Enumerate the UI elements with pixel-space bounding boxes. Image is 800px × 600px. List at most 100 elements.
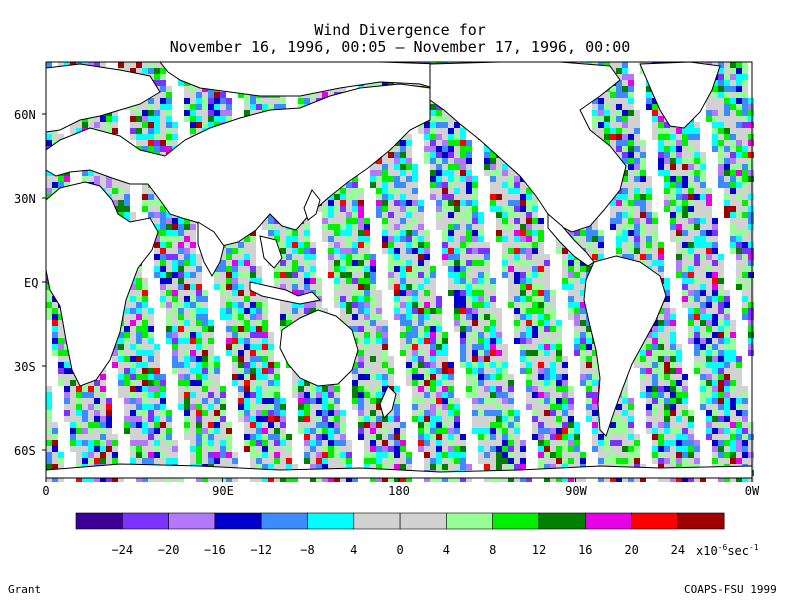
divergence-cell bbox=[400, 218, 406, 224]
divergence-cell bbox=[310, 278, 316, 284]
divergence-cell bbox=[364, 272, 370, 278]
divergence-cell bbox=[688, 146, 694, 152]
divergence-cell bbox=[436, 218, 442, 224]
divergence-cell bbox=[676, 356, 682, 362]
divergence-cell bbox=[658, 242, 664, 248]
divergence-cell bbox=[718, 110, 724, 116]
divergence-cell bbox=[676, 242, 682, 248]
divergence-cell bbox=[406, 164, 412, 170]
divergence-cell bbox=[250, 290, 256, 296]
divergence-cell bbox=[178, 332, 184, 338]
divergence-cell bbox=[484, 152, 490, 158]
divergence-cell bbox=[496, 308, 502, 314]
divergence-cell bbox=[736, 194, 742, 200]
divergence-cell bbox=[382, 158, 388, 164]
divergence-cell bbox=[466, 200, 472, 206]
divergence-cell bbox=[202, 356, 208, 362]
divergence-cell bbox=[190, 110, 196, 116]
divergence-cell bbox=[178, 260, 184, 266]
divergence-cell bbox=[274, 272, 280, 278]
divergence-cell bbox=[190, 368, 196, 374]
divergence-cell bbox=[142, 320, 148, 326]
divergence-cell bbox=[322, 308, 328, 314]
divergence-cell bbox=[196, 350, 202, 356]
divergence-cell bbox=[124, 374, 130, 380]
divergence-cell bbox=[166, 236, 172, 242]
divergence-cell bbox=[442, 122, 448, 128]
divergence-cell bbox=[412, 368, 418, 374]
divergence-cell bbox=[688, 224, 694, 230]
divergence-cell bbox=[220, 290, 226, 296]
divergence-cell bbox=[106, 128, 112, 134]
divergence-cell bbox=[610, 122, 616, 128]
divergence-cell bbox=[226, 308, 232, 314]
divergence-cell bbox=[568, 284, 574, 290]
divergence-cell bbox=[142, 110, 148, 116]
divergence-cell bbox=[556, 362, 562, 368]
divergence-cell bbox=[280, 104, 286, 110]
divergence-cell bbox=[742, 230, 748, 236]
divergence-cell bbox=[142, 350, 148, 356]
divergence-cell bbox=[736, 164, 742, 170]
divergence-cell bbox=[184, 86, 190, 92]
divergence-cell bbox=[460, 242, 466, 248]
divergence-cell bbox=[340, 188, 346, 194]
divergence-cell bbox=[496, 170, 502, 176]
divergence-cell bbox=[358, 350, 364, 356]
divergence-cell bbox=[196, 374, 202, 380]
divergence-cell bbox=[616, 62, 622, 68]
divergence-cell bbox=[532, 212, 538, 218]
divergence-cell bbox=[142, 338, 148, 344]
divergence-cell bbox=[634, 140, 640, 146]
divergence-cell bbox=[472, 290, 478, 296]
divergence-cell bbox=[664, 368, 670, 374]
divergence-cell bbox=[484, 260, 490, 266]
divergence-cell bbox=[538, 326, 544, 332]
divergence-cell bbox=[682, 176, 688, 182]
divergence-cell bbox=[418, 374, 424, 380]
divergence-cell bbox=[736, 182, 742, 188]
divergence-cell bbox=[598, 122, 604, 128]
divergence-cell bbox=[568, 308, 574, 314]
divergence-cell bbox=[628, 182, 634, 188]
divergence-cell bbox=[412, 362, 418, 368]
divergence-cell bbox=[460, 158, 466, 164]
divergence-cell bbox=[712, 314, 718, 320]
divergence-cell bbox=[412, 338, 418, 344]
divergence-cell bbox=[706, 272, 712, 278]
divergence-cell bbox=[376, 326, 382, 332]
divergence-cell bbox=[664, 200, 670, 206]
divergence-cell bbox=[154, 368, 160, 374]
divergence-cell bbox=[688, 302, 694, 308]
divergence-cell bbox=[520, 290, 526, 296]
divergence-cell bbox=[478, 356, 484, 362]
divergence-cell bbox=[280, 230, 286, 236]
divergence-cell bbox=[430, 146, 436, 152]
divergence-cell bbox=[118, 338, 124, 344]
divergence-cell bbox=[418, 266, 424, 272]
divergence-cell bbox=[664, 152, 670, 158]
divergence-cell bbox=[646, 368, 652, 374]
divergence-cell bbox=[328, 260, 334, 266]
divergence-cell bbox=[424, 296, 430, 302]
divergence-cell bbox=[628, 128, 634, 134]
divergence-cell bbox=[520, 200, 526, 206]
divergence-cell bbox=[442, 356, 448, 362]
divergence-cell bbox=[682, 302, 688, 308]
divergence-cell bbox=[178, 290, 184, 296]
divergence-cell bbox=[364, 338, 370, 344]
divergence-cell bbox=[676, 188, 682, 194]
divergence-cell bbox=[148, 350, 154, 356]
divergence-cell bbox=[724, 140, 730, 146]
divergence-cell bbox=[478, 230, 484, 236]
divergence-cell bbox=[202, 368, 208, 374]
divergence-cell bbox=[178, 350, 184, 356]
divergence-cell bbox=[430, 188, 436, 194]
divergence-cell bbox=[358, 320, 364, 326]
divergence-cell bbox=[454, 320, 460, 326]
divergence-cell bbox=[490, 176, 496, 182]
divergence-cell bbox=[490, 284, 496, 290]
divergence-cell bbox=[586, 368, 592, 374]
divergence-cell bbox=[232, 278, 238, 284]
divergence-cell bbox=[244, 110, 250, 116]
